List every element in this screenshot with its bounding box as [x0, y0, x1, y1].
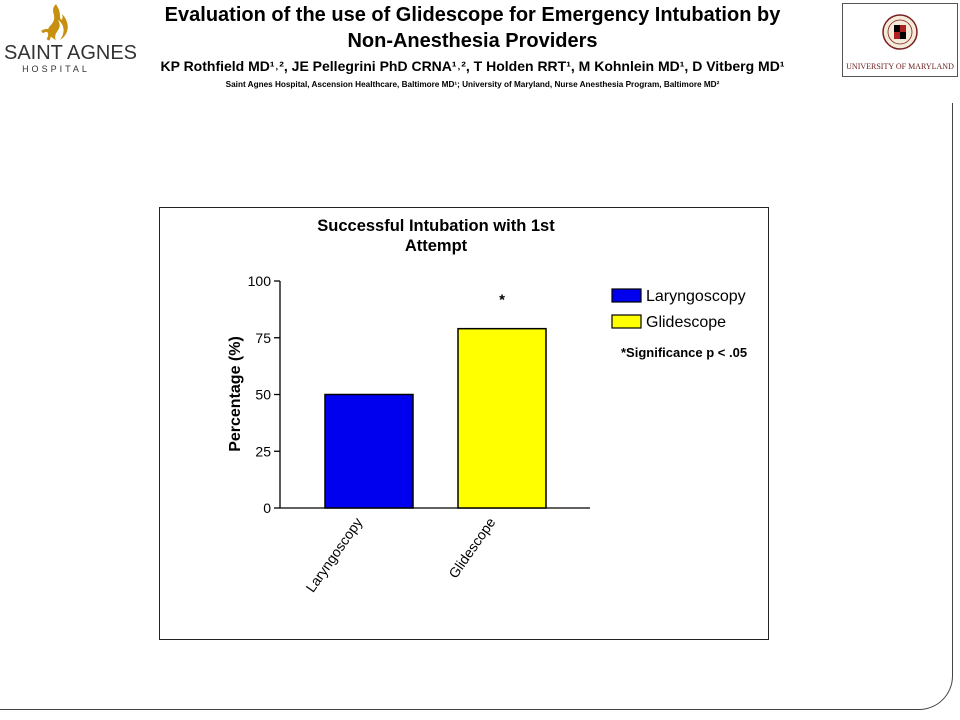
- x-tick-label-laryngoscopy: Laryngoscopy: [302, 515, 365, 596]
- legend: Laryngoscopy Glidescope *Significance p …: [611, 288, 747, 360]
- poster-affiliations: Saint Agnes Hospital, Ascension Healthca…: [225, 80, 720, 89]
- legend-swatch-glidescope: [611, 314, 642, 329]
- y-axis: 0 25 50 75 100: [248, 273, 281, 516]
- chart-title-line1: Successful Intubation with 1st: [317, 217, 555, 235]
- university-of-maryland-logo: UNIVERSITY OF MARYLAND: [842, 3, 958, 77]
- significance-note: *Significance p < .05: [621, 345, 747, 360]
- poster-authors: KP Rothfield MD¹˒², JE Pellegrini PhD CR…: [160, 58, 785, 74]
- legend-label-laryngoscopy: Laryngoscopy: [646, 288, 746, 305]
- flame-icon: [41, 4, 68, 41]
- university-name: UNIVERSITY OF MARYLAND: [846, 62, 954, 71]
- slide-frame: [0, 103, 953, 710]
- significance-marker: *: [499, 292, 505, 309]
- bars-group: [324, 327, 547, 509]
- y-tick-label: 100: [248, 273, 272, 289]
- chart-title-line2: Attempt: [405, 237, 468, 255]
- saint-agnes-wordmark: SAINT AGNES: [4, 42, 138, 64]
- chart-container: Successful Intubation with 1st Attempt P…: [159, 207, 769, 640]
- poster-header: SAINT AGNES HOSPITAL Evaluation of the u…: [0, 0, 960, 103]
- x-tick-labels: Laryngoscopy Glidescope: [302, 514, 498, 595]
- y-tick-label: 0: [263, 500, 271, 516]
- legend-label-glidescope: Glidescope: [646, 314, 726, 331]
- y-tick-label: 75: [255, 330, 271, 346]
- poster-title-block: Evaluation of the use of Glidescope for …: [110, 2, 835, 92]
- bar-laryngoscopy: [324, 393, 414, 509]
- university-seal-icon: [882, 14, 918, 50]
- y-tick-label: 50: [255, 387, 271, 403]
- y-axis-label: Percentage (%): [227, 336, 244, 452]
- y-tick-label: 25: [255, 443, 271, 459]
- saint-agnes-logo: SAINT AGNES HOSPITAL: [4, 2, 138, 92]
- legend-swatch-laryngoscopy: [611, 288, 642, 303]
- x-tick-label-glidescope: Glidescope: [445, 514, 498, 581]
- poster-title-line2: Non-Anesthesia Providers: [347, 30, 598, 52]
- saint-agnes-sub: HOSPITAL: [22, 64, 90, 74]
- bar-glidescope: [457, 327, 547, 509]
- poster-title-line1: Evaluation of the use of Glidescope for …: [164, 4, 781, 26]
- bar-chart: Successful Intubation with 1st Attempt P…: [227, 217, 747, 595]
